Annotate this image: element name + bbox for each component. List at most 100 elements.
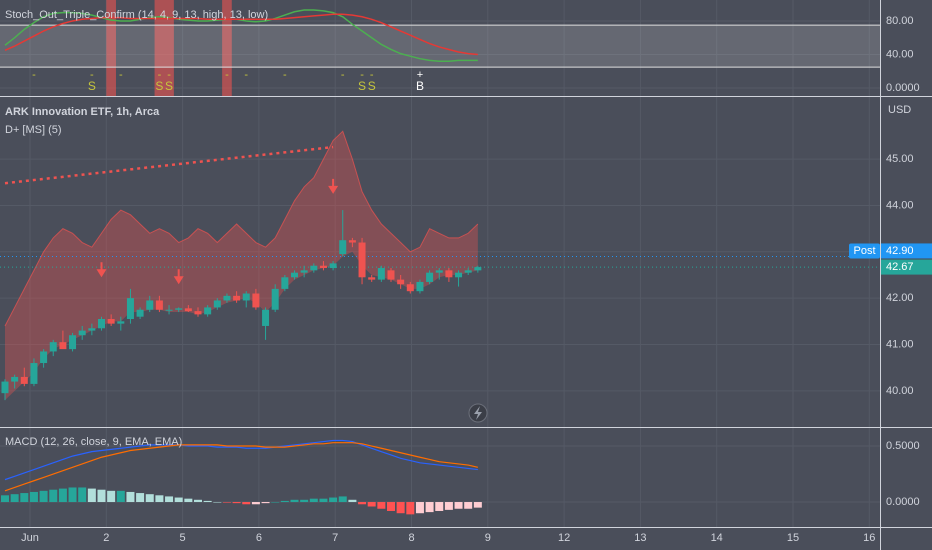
candle-body	[339, 240, 347, 255]
candle-body	[300, 270, 308, 273]
signal-mark: -	[119, 69, 123, 81]
candle-body	[242, 293, 250, 301]
highlight	[222, 0, 232, 96]
x-tick-label: 5	[180, 532, 186, 544]
histogram-bar	[58, 488, 67, 503]
candle-body	[213, 300, 221, 308]
histogram-bar	[415, 502, 424, 514]
level-band	[0, 25, 880, 68]
signal-mark: +	[417, 69, 423, 81]
currency-label: USD	[888, 104, 911, 116]
candle-body	[88, 328, 96, 331]
signal-mark: -	[90, 69, 94, 81]
highlight	[106, 0, 116, 96]
histogram-bar	[194, 499, 202, 503]
candle-body	[1, 381, 9, 394]
histogram-bar	[280, 500, 289, 503]
macd-line	[4, 442, 478, 492]
band-area	[5, 131, 478, 401]
candle-body	[30, 363, 38, 384]
post-price-label: 42.90	[886, 245, 914, 257]
x-tick-label: 2	[103, 532, 109, 544]
candle-body	[348, 240, 356, 243]
x-tick-label: 15	[787, 532, 799, 544]
x-tick-label: 16	[863, 532, 875, 544]
histogram-bar	[454, 502, 463, 509]
x-tick-label: 7	[332, 532, 338, 544]
candle-body	[310, 265, 318, 271]
y-tick-label: 41.00	[886, 338, 914, 350]
histogram-bar	[10, 494, 19, 503]
stoch-title: Stoch_Out_Triple_Confirm (14, 4, 9, 13, …	[5, 9, 268, 21]
candle-body	[223, 295, 231, 301]
histogram-bar	[222, 502, 231, 503]
histogram-bar	[213, 502, 222, 503]
post-price-tag	[880, 243, 932, 259]
sell-arrow	[173, 269, 184, 285]
histogram-bar	[136, 493, 145, 503]
candle-body	[194, 311, 202, 315]
candle-body	[98, 319, 105, 329]
candle-body	[20, 376, 28, 384]
histogram-bar	[251, 502, 260, 505]
replay-icon[interactable]	[468, 403, 488, 423]
x-tick-label: 9	[485, 532, 491, 544]
stoch-line	[4, 13, 478, 56]
histogram-bar	[203, 500, 212, 503]
y-tick-label: 0.5000	[886, 440, 920, 452]
candle-body	[416, 281, 424, 292]
histogram-bar	[271, 502, 280, 503]
candle-body	[78, 330, 86, 336]
histogram-bar	[396, 502, 405, 514]
x-tick-label: 12	[558, 532, 570, 544]
last-price-tag	[880, 259, 932, 275]
candle-body	[445, 270, 453, 278]
candle-body	[175, 308, 183, 310]
candle-body	[59, 342, 67, 350]
x-tick-label: 8	[408, 532, 414, 544]
candle-body	[126, 298, 134, 320]
histogram-bar	[300, 499, 309, 503]
candle-body	[397, 279, 405, 285]
y-tick-label: 80.00	[886, 15, 914, 27]
signal-label: S	[165, 79, 173, 93]
candle-body	[184, 308, 192, 312]
histogram-bar	[29, 491, 38, 503]
histogram-bar	[338, 496, 347, 503]
histogram-bar	[367, 502, 376, 507]
signal-mark: -	[360, 69, 364, 81]
histogram-bar	[290, 499, 299, 503]
candle-body	[262, 309, 270, 326]
y-tick-label: 45.00	[886, 153, 914, 165]
x-tick-label: 13	[634, 532, 646, 544]
histogram-bar	[232, 502, 241, 504]
candle-body	[271, 288, 279, 310]
signal-mark: -	[225, 69, 229, 81]
histogram-bar	[435, 502, 444, 511]
histogram-bar	[261, 502, 270, 504]
histogram-bar	[107, 490, 116, 503]
candle-body	[291, 272, 298, 278]
signal-label: S	[88, 79, 96, 93]
histogram-bar	[377, 502, 386, 509]
post-tag-label: Post	[853, 245, 875, 257]
histogram-bar	[319, 498, 328, 503]
candle-body	[387, 270, 395, 280]
histogram-bar	[425, 502, 434, 513]
y-tick-label: 0.0000	[886, 496, 920, 508]
histogram-bar	[49, 489, 58, 503]
histogram-bar	[473, 502, 482, 508]
candle-body	[136, 309, 144, 317]
post-tag	[849, 243, 880, 259]
signal-label: S	[368, 79, 376, 93]
histogram-bar	[387, 502, 395, 511]
histogram-bar	[165, 496, 174, 503]
histogram-bar	[155, 495, 164, 503]
candle-body	[40, 351, 48, 364]
candle-body	[155, 300, 163, 310]
band-upper	[4, 130, 479, 327]
candle-body	[426, 272, 434, 282]
signal-label: B	[416, 79, 424, 93]
histogram-bar	[126, 491, 135, 503]
